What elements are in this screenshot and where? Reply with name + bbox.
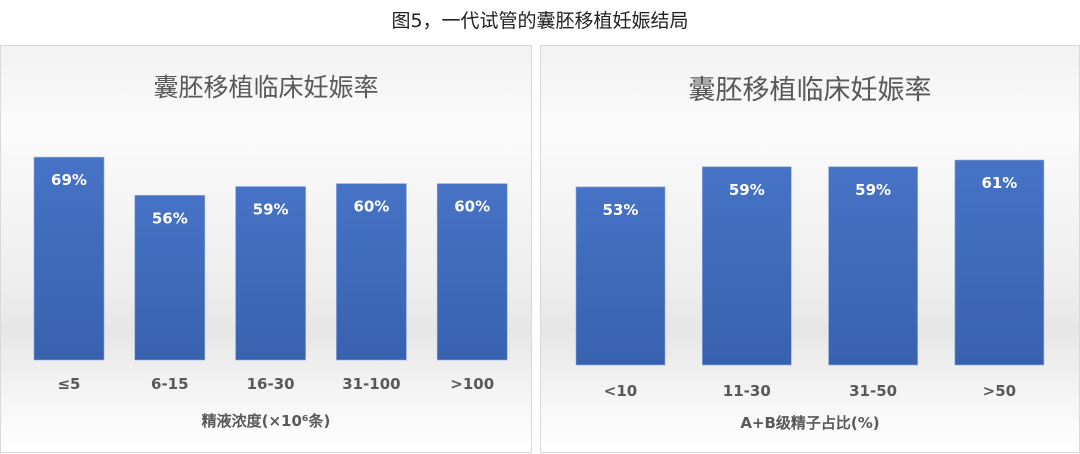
data-label: 59% [729,181,765,199]
x-tick-label: ≤5 [57,375,80,393]
bar [954,159,1045,366]
x-tick-label: 31-100 [342,375,400,393]
x-axis-label: 精液浓度(×10⁶条) [201,412,331,430]
x-tick-label: 31-50 [849,382,897,400]
bar [235,186,306,361]
bar [33,156,105,361]
data-label: 60% [353,198,389,216]
x-tick-label: 16-30 [247,375,295,393]
bar-chart-ab-grade: 53% <10 59% 11-30 59% 31-50 61% >50 [575,159,1045,400]
x-tick-label: 6-15 [151,375,189,393]
bar [436,183,508,361]
data-label: 69% [51,171,87,189]
chart-panel-ab-grade: 囊胚移植临床妊娠率 53% <10 59% 11-30 59% 31-50 61% >50 A… [540,45,1080,453]
x-tick-label: >100 [450,375,494,393]
chart-title: 囊胚移植临床妊娠率 [153,73,379,102]
bar-chart-concentration: 69% ≤5 56% 6-15 59% 16-30 60% 31-100 60% >100 [33,156,508,393]
data-label: 59% [253,201,289,219]
x-tick-label: 11-30 [723,382,771,400]
data-label: 61% [981,174,1017,192]
bar [134,195,206,361]
x-axis-label: A+B级精子占比(%) [740,414,880,432]
bar [575,186,666,366]
bar [336,183,407,361]
chart-panel-concentration: 囊胚移植临床妊娠率 69% ≤5 56% 6-15 59% 16-30 60% 31-100 6… [0,45,532,453]
figure-title: 图5，一代试管的囊胚移植妊娠结局 [391,10,689,32]
data-label: 60% [454,198,490,216]
x-tick-label: <10 [604,382,637,400]
data-label: 53% [603,201,639,219]
chart-title: 囊胚移植临床妊娠率 [688,75,932,106]
data-label: 59% [855,181,891,199]
data-label: 56% [152,209,188,227]
x-tick-label: >50 [983,382,1016,400]
bar [828,166,918,366]
bar [702,166,792,366]
